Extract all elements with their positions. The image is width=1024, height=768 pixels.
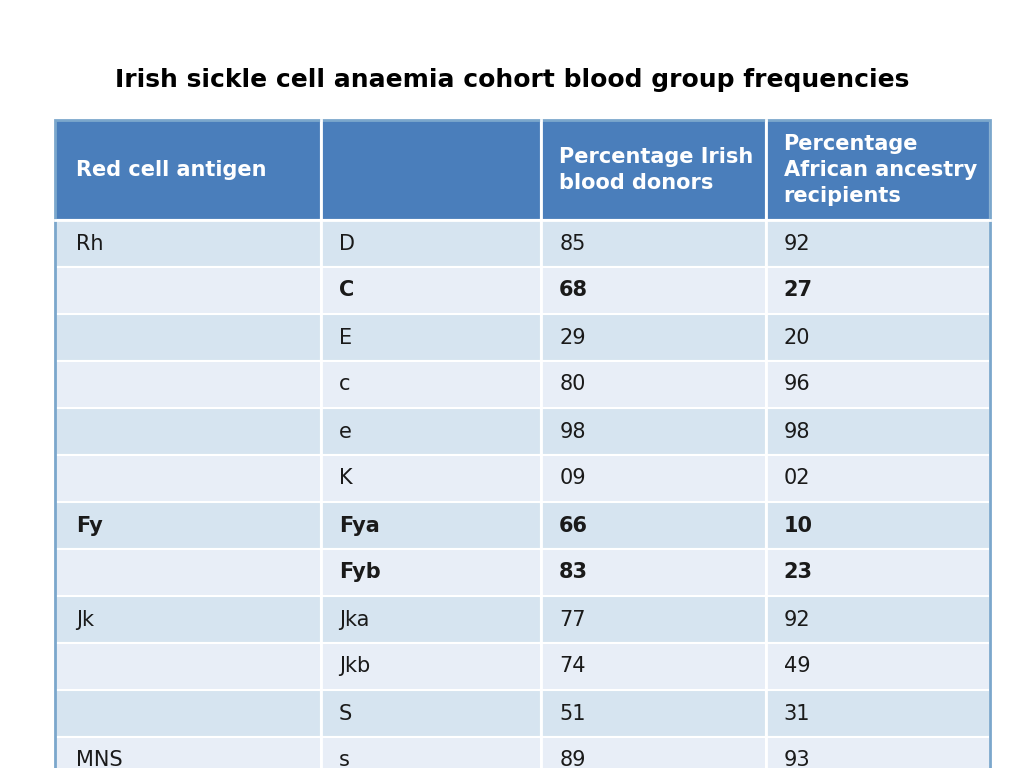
Bar (542, 596, 766, 643)
Bar (55, 455, 322, 502)
Bar (55, 690, 322, 737)
Text: Fy: Fy (77, 515, 103, 535)
Text: S: S (339, 703, 352, 723)
Bar (322, 314, 542, 361)
Bar (542, 737, 766, 768)
Text: Jka: Jka (339, 610, 370, 630)
Bar (55, 314, 322, 361)
Bar (322, 455, 542, 502)
Text: 10: 10 (783, 515, 813, 535)
Text: Jk: Jk (77, 610, 94, 630)
Text: K: K (339, 468, 352, 488)
Text: 09: 09 (559, 468, 586, 488)
Bar (55, 361, 322, 408)
Bar (542, 314, 766, 361)
Text: E: E (339, 327, 352, 347)
Bar (55, 643, 322, 690)
Text: 74: 74 (559, 657, 586, 677)
Text: 68: 68 (559, 280, 588, 300)
Bar (322, 361, 542, 408)
Bar (766, 690, 990, 737)
Text: Fyb: Fyb (339, 562, 381, 582)
Bar (766, 220, 990, 267)
Bar (766, 408, 990, 455)
Text: s: s (339, 750, 350, 768)
Text: 66: 66 (559, 515, 588, 535)
Text: 77: 77 (559, 610, 586, 630)
Text: 27: 27 (783, 280, 813, 300)
Text: 51: 51 (559, 703, 586, 723)
Bar (55, 596, 322, 643)
Text: 98: 98 (783, 422, 810, 442)
Text: 93: 93 (783, 750, 810, 768)
Bar (322, 596, 542, 643)
Bar (55, 737, 322, 768)
Bar (542, 502, 766, 549)
Text: Red cell antigen: Red cell antigen (77, 160, 267, 180)
Bar (322, 737, 542, 768)
Text: 92: 92 (783, 233, 810, 253)
Text: 31: 31 (783, 703, 810, 723)
Text: c: c (339, 375, 350, 395)
Bar (322, 502, 542, 549)
Text: 20: 20 (783, 327, 810, 347)
Text: 89: 89 (559, 750, 586, 768)
Text: 92: 92 (783, 610, 810, 630)
Text: 83: 83 (559, 562, 588, 582)
Bar (55, 220, 322, 267)
Bar (55, 120, 990, 768)
Bar (322, 267, 542, 314)
Text: 85: 85 (559, 233, 586, 253)
Text: Percentage Irish
blood donors: Percentage Irish blood donors (559, 147, 754, 194)
Text: 96: 96 (783, 375, 810, 395)
Text: Percentage
African ancestry
recipients: Percentage African ancestry recipients (783, 134, 977, 207)
Text: 23: 23 (783, 562, 813, 582)
Bar (766, 455, 990, 502)
Bar (542, 408, 766, 455)
Bar (322, 549, 542, 596)
Bar (766, 737, 990, 768)
Text: D: D (339, 233, 355, 253)
Text: 02: 02 (783, 468, 810, 488)
Bar (542, 361, 766, 408)
Bar (766, 361, 990, 408)
Text: e: e (339, 422, 352, 442)
Bar (322, 408, 542, 455)
Bar (766, 120, 990, 220)
Bar (55, 549, 322, 596)
Bar (322, 220, 542, 267)
Text: MNS: MNS (77, 750, 123, 768)
Bar (322, 643, 542, 690)
Text: C: C (339, 280, 354, 300)
Bar (542, 120, 766, 220)
Bar (542, 549, 766, 596)
Text: 29: 29 (559, 327, 586, 347)
Text: Rh: Rh (77, 233, 103, 253)
Text: 98: 98 (559, 422, 586, 442)
Bar (322, 120, 542, 220)
Bar (542, 643, 766, 690)
Bar (766, 267, 990, 314)
Text: Irish sickle cell anaemia cohort blood group frequencies: Irish sickle cell anaemia cohort blood g… (115, 68, 909, 92)
Bar (322, 690, 542, 737)
Text: Fya: Fya (339, 515, 380, 535)
Text: 49: 49 (783, 657, 810, 677)
Bar (55, 267, 322, 314)
Bar (55, 502, 322, 549)
Bar (766, 502, 990, 549)
Text: 80: 80 (559, 375, 586, 395)
Bar (766, 643, 990, 690)
Bar (766, 314, 990, 361)
Bar (542, 267, 766, 314)
Text: Jkb: Jkb (339, 657, 371, 677)
Bar (542, 220, 766, 267)
Bar (766, 596, 990, 643)
Bar (542, 455, 766, 502)
Bar (766, 549, 990, 596)
Bar (55, 120, 322, 220)
Bar (55, 408, 322, 455)
Bar (542, 690, 766, 737)
